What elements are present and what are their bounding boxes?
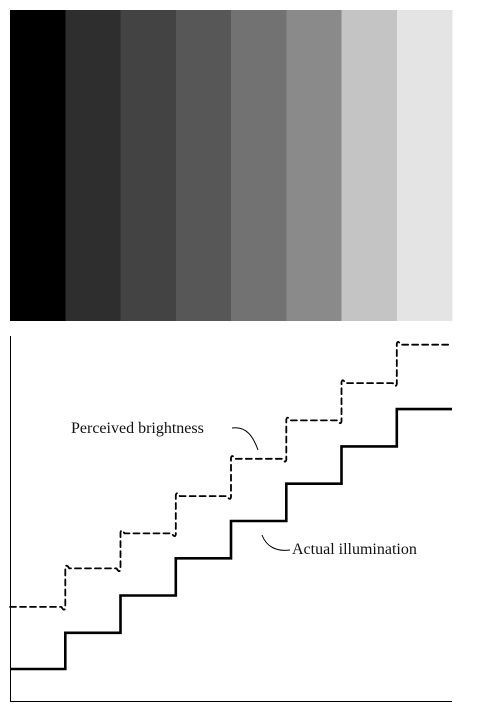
gray-band	[286, 10, 343, 321]
perceived-brightness-label: Perceived brightness	[71, 420, 204, 437]
gray-band	[10, 10, 66, 321]
actual-illumination-curve	[10, 407, 452, 671]
gray-band	[231, 10, 287, 321]
actual-leader-line	[261, 534, 291, 551]
gray-band	[396, 10, 453, 321]
brightness-diagram: Perceived brightness Actual illumination	[9, 336, 453, 702]
gray-bands	[10, 10, 453, 321]
perceived-leader-line	[231, 427, 259, 451]
gray-band	[120, 10, 177, 321]
perceived-brightness-curve	[9, 341, 453, 611]
gray-band	[65, 10, 122, 321]
gray-band	[175, 10, 232, 321]
actual-illumination-label: Actual illumination	[292, 541, 417, 558]
gray-band	[341, 10, 398, 321]
